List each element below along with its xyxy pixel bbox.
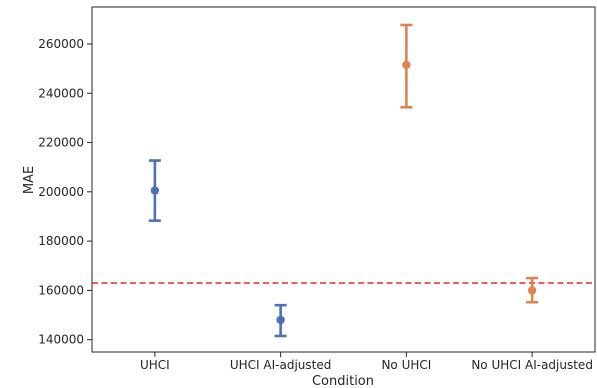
y-tick-label: 140000 [38, 333, 84, 347]
data-point [276, 315, 285, 325]
x-tick-label: UHCI AI-adjusted [230, 358, 331, 372]
y-tick-label: 200000 [38, 185, 84, 199]
data-point [527, 286, 537, 295]
x-axis: UHCI UHCI AI-adjusted No UHCI No UHCI AI-ad… [140, 352, 593, 372]
x-axis-label: Condition [312, 374, 374, 388]
x-tick-label: No UHCI [381, 358, 431, 372]
data-point [150, 186, 160, 195]
y-tick-label: 220000 [38, 136, 84, 150]
y-axis-label: MAE [22, 166, 37, 194]
x-tick-label: No UHCI AI-adjusted [471, 358, 593, 372]
data-point [402, 60, 411, 70]
y-tick-label: 240000 [38, 86, 84, 100]
y-tick-label: 260000 [38, 37, 84, 51]
y-axis: 140000 160000 180000 200000 220000 240000 2600… [38, 37, 92, 347]
x-tick-label: UHCI [140, 358, 170, 372]
y-tick-label: 160000 [38, 283, 84, 297]
data-marks [148, 23, 539, 338]
plot-area [91, 6, 596, 353]
y-tick-label: 180000 [38, 234, 84, 248]
